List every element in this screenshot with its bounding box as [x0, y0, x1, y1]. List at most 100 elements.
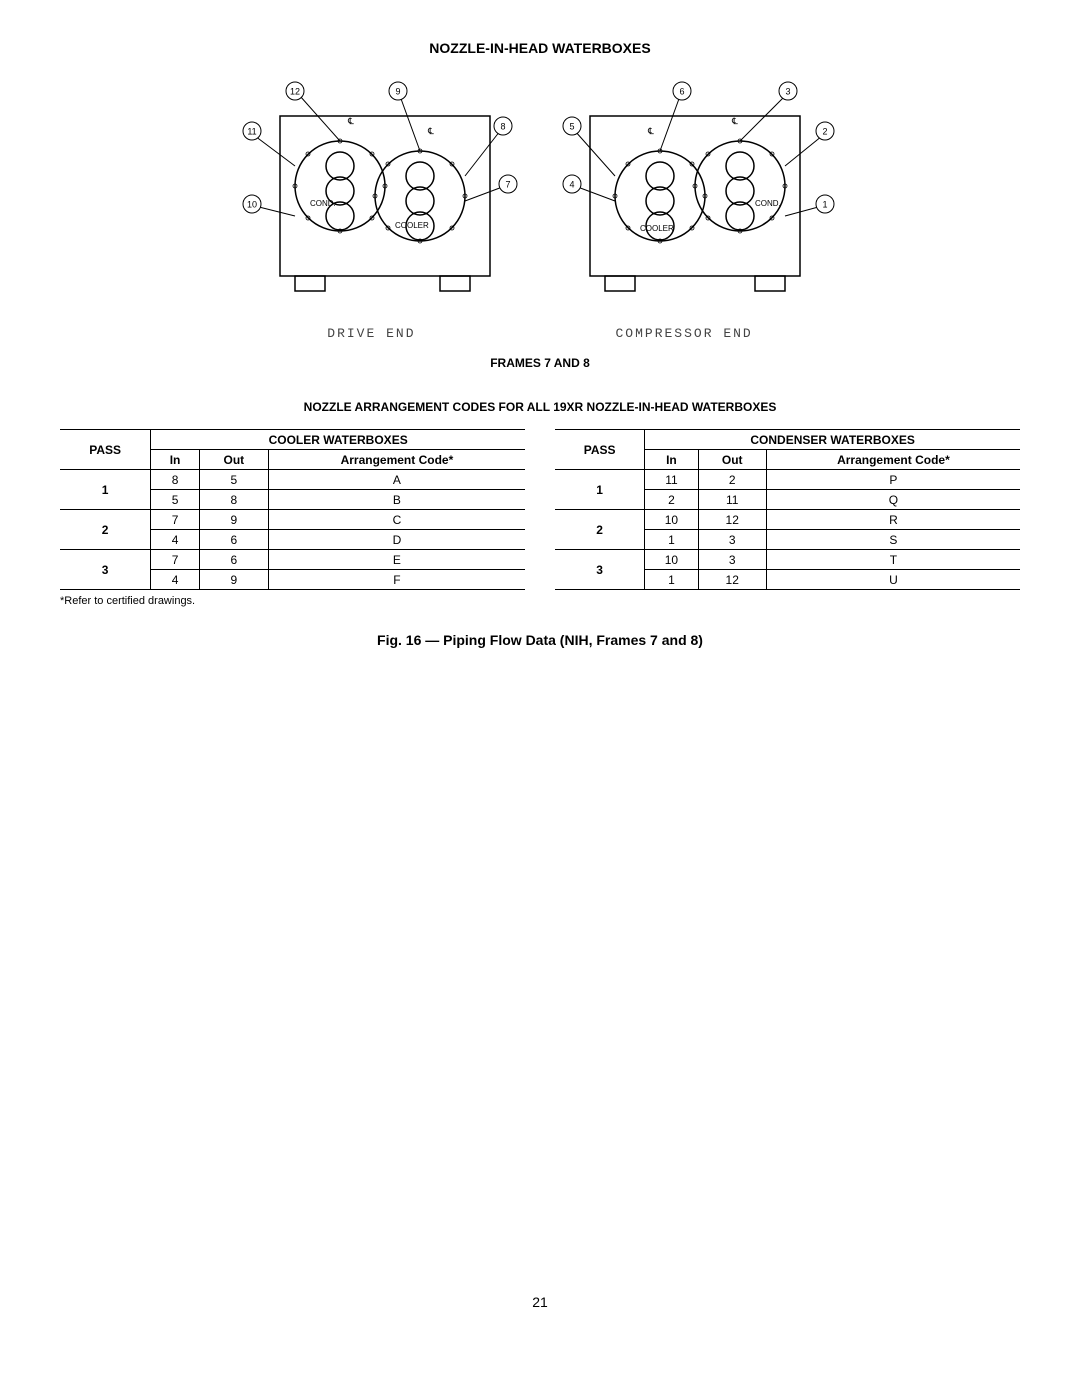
cooler-out-cell: 5	[199, 470, 268, 490]
tables-row: PASS COOLER WATERBOXES In Out Arrangemen…	[60, 429, 1020, 590]
cooler-code-cell: E	[268, 550, 525, 570]
svg-text:4: 4	[569, 179, 574, 189]
cooler-header-pass: PASS	[60, 430, 151, 470]
callout-7: 7	[465, 175, 517, 201]
callout-11: 11	[243, 122, 295, 166]
cond-label: COND.	[310, 199, 336, 208]
svg-text:7: 7	[505, 179, 510, 189]
cooler-code-cell: B	[268, 490, 525, 510]
condenser-code-cell: R	[766, 510, 1020, 530]
callout-1: 1	[785, 195, 834, 216]
arrangement-title: NOZZLE ARRANGEMENT CODES FOR ALL 19XR NO…	[60, 400, 1020, 414]
cooler-out-cell: 6	[199, 530, 268, 550]
table-row: 185A	[60, 470, 525, 490]
cooler-out-cell: 8	[199, 490, 268, 510]
figure-caption: Fig. 16 — Piping Flow Data (NIH, Frames …	[60, 632, 1020, 648]
condenser-code-cell: P	[766, 470, 1020, 490]
condenser-out-cell: 12	[698, 510, 766, 530]
cooler-out-cell: 6	[199, 550, 268, 570]
cooler-in-cell: 5	[151, 490, 200, 510]
cooler-code-cell: A	[268, 470, 525, 490]
svg-text:3: 3	[785, 86, 790, 96]
condenser-out-cell: 3	[698, 550, 766, 570]
cooler-pass-cell: 2	[60, 510, 151, 550]
svg-text:2: 2	[822, 126, 827, 136]
svg-text:9: 9	[395, 86, 400, 96]
cooler-pass-cell: 1	[60, 470, 151, 510]
callout-4: 4	[563, 175, 615, 201]
callout-2: 2	[785, 122, 834, 166]
svg-text:℄: ℄	[647, 126, 654, 136]
callout-8: 8	[465, 117, 512, 176]
cooler-header-in: In	[151, 450, 200, 470]
condenser-in-cell: 2	[645, 490, 698, 510]
cooler-code-cell: F	[268, 570, 525, 590]
footnote: *Refer to certified drawings.	[60, 595, 1020, 607]
svg-text:10: 10	[247, 199, 257, 209]
frames-label: FRAMES 7 AND 8	[60, 356, 1020, 370]
svg-text:12: 12	[290, 86, 300, 96]
cooler-in-cell: 4	[151, 530, 200, 550]
condenser-pass-cell: 1	[555, 470, 645, 510]
condenser-header-group: CONDENSER WATERBOXES	[645, 430, 1020, 450]
condenser-out-cell: 3	[698, 530, 766, 550]
condenser-in-cell: 1	[645, 570, 698, 590]
callout-3: 3	[740, 82, 797, 141]
svg-text:6: 6	[679, 86, 684, 96]
callout-5: 5	[563, 117, 615, 176]
svg-text:℄: ℄	[347, 116, 354, 126]
table-row: 279C	[60, 510, 525, 530]
table-row: 376E	[60, 550, 525, 570]
cooler-label: COOLER	[395, 221, 429, 230]
svg-text:℄: ℄	[731, 116, 738, 126]
condenser-header-pass: PASS	[555, 430, 645, 470]
table-row: 1112P	[555, 470, 1020, 490]
svg-text:1: 1	[822, 199, 827, 209]
condenser-out-cell: 2	[698, 470, 766, 490]
cooler-code-cell: C	[268, 510, 525, 530]
condenser-code-cell: U	[766, 570, 1020, 590]
svg-text:℄: ℄	[427, 126, 434, 136]
callout-10: 10	[243, 195, 295, 216]
cooler-in-cell: 8	[151, 470, 200, 490]
cooler-pass-cell: 3	[60, 550, 151, 590]
condenser-pass-cell: 3	[555, 550, 645, 590]
condenser-out-cell: 12	[698, 570, 766, 590]
condenser-out-cell: 11	[698, 490, 766, 510]
compressor-end-label: COMPRESSOR END	[616, 326, 753, 341]
condenser-pass-cell: 2	[555, 510, 645, 550]
cooler-code-cell: D	[268, 530, 525, 550]
drive-end-label: DRIVE END	[327, 326, 415, 341]
cond-label-right: COND.	[755, 199, 781, 208]
table-row: 3103T	[555, 550, 1020, 570]
condenser-in-cell: 11	[645, 470, 698, 490]
condenser-header-out: Out	[698, 450, 766, 470]
main-title: NOZZLE-IN-HEAD WATERBOXES	[60, 40, 1020, 56]
cooler-header-code: Arrangement Code*	[268, 450, 525, 470]
condenser-code-cell: Q	[766, 490, 1020, 510]
svg-text:5: 5	[569, 121, 574, 131]
cooler-label-right: COOLER	[640, 224, 674, 233]
cooler-in-cell: 4	[151, 570, 200, 590]
cooler-out-cell: 9	[199, 570, 268, 590]
cooler-table: PASS COOLER WATERBOXES In Out Arrangemen…	[60, 429, 525, 590]
cooler-in-cell: 7	[151, 510, 200, 530]
diagram-area: COND. COOLER 12 11 10 9 8 7 ℄ ℄	[60, 76, 1020, 341]
cooler-out-cell: 9	[199, 510, 268, 530]
drive-end-diagram: COND. COOLER 12 11 10 9 8 7 ℄ ℄	[240, 76, 520, 316]
cooler-header-group: COOLER WATERBOXES	[151, 430, 525, 450]
callout-12: 12	[286, 82, 340, 141]
condenser-header-code: Arrangement Code*	[766, 450, 1020, 470]
compressor-end-diagram: COOLER COND. 6 5 4 3 2 1 ℄ ℄	[560, 76, 840, 316]
condenser-header-in: In	[645, 450, 698, 470]
cooler-in-cell: 7	[151, 550, 200, 570]
condenser-table: PASS CONDENSER WATERBOXES In Out Arrange…	[555, 429, 1020, 590]
table-row: 21012R	[555, 510, 1020, 530]
condenser-in-cell: 10	[645, 510, 698, 530]
svg-text:8: 8	[500, 121, 505, 131]
page-number: 21	[60, 1294, 1020, 1310]
condenser-code-cell: T	[766, 550, 1020, 570]
condenser-code-cell: S	[766, 530, 1020, 550]
cooler-header-out: Out	[199, 450, 268, 470]
svg-text:11: 11	[247, 126, 256, 136]
